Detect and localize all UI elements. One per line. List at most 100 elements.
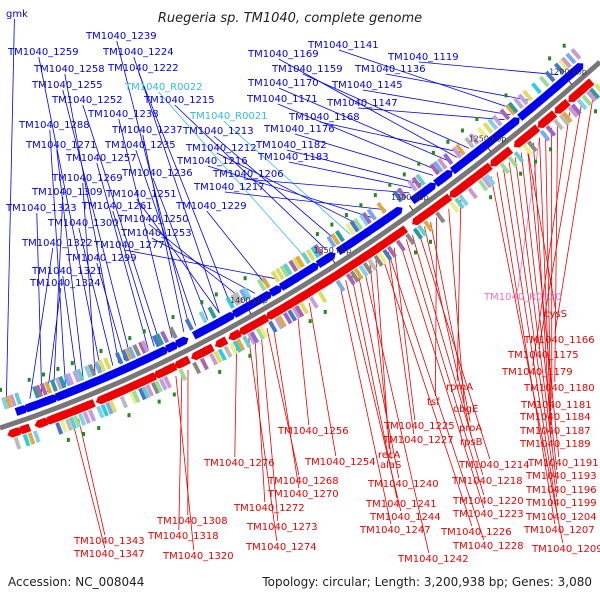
- cog-block-outer: [415, 173, 426, 186]
- cog-block-outer: [570, 48, 582, 60]
- connector-tm1040-1321: [62, 275, 78, 381]
- kbp-label: 1200 kbp: [549, 68, 587, 77]
- cog-block-outer: [114, 352, 124, 365]
- cog-block-outer: [261, 276, 271, 289]
- gc-mark-outer: [142, 329, 146, 334]
- cog-block-outer: [4, 395, 13, 409]
- gene-label-tm1040-1141: TM1040_1141: [307, 40, 379, 51]
- connector-tm1040-1236: [152, 177, 208, 320]
- cog-block-outer: [35, 384, 44, 398]
- connector-tm1040-1159: [302, 73, 470, 149]
- connector-tm1040-1179: [532, 112, 571, 367]
- cog-block-outer: [482, 122, 494, 134]
- gc-mark-outer: [460, 128, 464, 133]
- gene-label-tm1040-1309: TM1040_1309: [31, 187, 103, 198]
- gc-mark-outer: [99, 349, 103, 353]
- connector-tm1040-1254: [309, 302, 337, 457]
- reverse-gene-arrow: [201, 343, 215, 355]
- cog-block-outer: [305, 248, 316, 262]
- cog-block-inner: [223, 345, 233, 358]
- connector-tm1040-1229: [206, 210, 268, 287]
- reverse-gene-arrow: [439, 193, 453, 206]
- gc-mark-inner: [172, 392, 176, 397]
- connector-tm1040-1199: [508, 162, 558, 498]
- cog-block-outer: [345, 223, 356, 236]
- cog-block-outer: [349, 220, 360, 233]
- label-connector-lines: [5, 18, 595, 554]
- gc-mark-inner: [489, 195, 493, 200]
- cog-block-outer: [330, 232, 341, 246]
- gene-label-obge: obgE: [453, 404, 478, 415]
- connector-tm1040-1176: [294, 133, 434, 176]
- gene-label-tm1040-1250: TM1040_1250: [117, 214, 189, 225]
- cog-block-outer: [476, 126, 488, 139]
- cog-block-outer: [1, 396, 9, 410]
- connector-tm1040-1220: [405, 239, 485, 496]
- cog-block-inner: [59, 420, 68, 433]
- cog-block-inner: [192, 361, 202, 375]
- cog-block-inner: [158, 378, 168, 391]
- connector-tm1040-1322: [29, 247, 54, 399]
- cog-block-inner: [282, 312, 293, 325]
- connector-tsf: [435, 217, 437, 397]
- cog-block-inner: [382, 248, 393, 261]
- cog-block-inner: [526, 140, 538, 153]
- reverse-gene-arrow: [544, 110, 558, 123]
- connector-tm1040-1257: [96, 162, 149, 350]
- gc-mark-inner: [519, 171, 523, 176]
- cog-block-inner: [138, 387, 147, 401]
- connector-tm1040-1225: [393, 247, 416, 421]
- reverse-gene-arrow: [82, 399, 96, 410]
- gene-label-tm1040-1235: TM1040_1235: [104, 140, 176, 151]
- cog-block-inner: [213, 350, 223, 364]
- gene-label-tm1040-1239: TM1040_1239: [85, 31, 157, 42]
- cog-block-outer: [455, 143, 466, 156]
- cog-block-outer: [429, 163, 440, 176]
- kbp-label: 1300 kbp: [391, 193, 429, 202]
- cog-block-outer: [234, 291, 244, 305]
- gene-label-tm1040-1276: TM1040_1276: [203, 458, 275, 469]
- cog-block-inner: [377, 252, 388, 265]
- cog-block-outer: [326, 235, 337, 248]
- reverse-gene-arrow: [558, 98, 571, 111]
- cog-block-outer: [313, 243, 324, 257]
- cog-block-inner: [232, 340, 243, 353]
- connector-tm1040-1277: [124, 249, 279, 280]
- cog-block-inner: [145, 384, 155, 397]
- cog-block-outer: [14, 392, 22, 406]
- gene-label-tm1040-r0021: TM1040_R0021: [189, 111, 268, 122]
- gene-label-tm1040-1256: TM1040_1256: [277, 426, 349, 437]
- gene-label-tm1040-1288: TM1040_1288: [18, 120, 90, 131]
- forward-gene-arrow: [322, 252, 336, 264]
- gene-label-alas: alaS: [380, 460, 401, 471]
- gc-mark-outer: [475, 117, 479, 121]
- gene-label-tm1040-1254: TM1040_1254: [304, 457, 376, 468]
- gc-mark-inner: [97, 426, 101, 430]
- cog-block-inner: [119, 395, 129, 409]
- gc-mark-outer: [330, 222, 334, 227]
- cog-block-outer: [140, 340, 150, 353]
- kbp-tick: [331, 257, 336, 264]
- gene-label-tm1040-1323: TM1040_1323: [5, 203, 77, 214]
- gc-mark-outer: [431, 150, 435, 155]
- kbp-tick: [486, 146, 492, 152]
- cog-block-inner: [255, 327, 266, 341]
- map-title: Ruegeria sp. TM1040, complete genome: [158, 11, 422, 26]
- connector-tm1040-1268: [266, 327, 300, 476]
- gene-label-tm1040-1206: TM1040_1206: [212, 169, 284, 180]
- gene-label-tm1040-1271: TM1040_1271: [25, 140, 97, 151]
- cog-block-inner: [27, 432, 36, 445]
- forward-gene-arrow: [175, 336, 189, 348]
- cog-block-inner: [209, 353, 219, 366]
- gene-label-tm1040-1255: TM1040_1255: [31, 80, 103, 91]
- cog-block-outer: [63, 373, 72, 387]
- connector-tm1040-1251: [136, 198, 220, 314]
- connector-tm1040-1273: [260, 331, 279, 522]
- connector-tm1040-1227: [387, 251, 415, 435]
- cog-block-outer: [553, 62, 565, 75]
- gc-mark-outer: [373, 193, 377, 198]
- cog-block-outer: [72, 370, 81, 383]
- connector-tm1040-1141: [338, 49, 517, 111]
- cog-block-outer: [437, 157, 448, 170]
- kbp-tick: [408, 205, 414, 211]
